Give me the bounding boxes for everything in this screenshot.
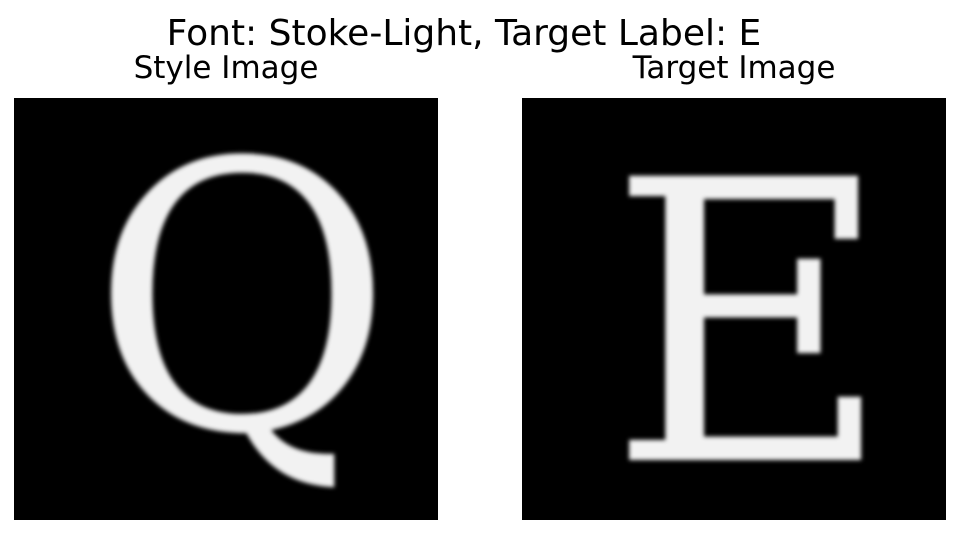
target-image-title: Target Image (632, 50, 836, 86)
figure-title: Font: Stoke-Light, Target Label: E (166, 13, 762, 54)
style-image: Q (14, 98, 438, 520)
style-image-title: Style Image (133, 50, 319, 86)
style-glyph: Q (90, 98, 393, 516)
target-image-canvas: E (608, 98, 893, 520)
style-image-canvas: Q (90, 98, 393, 516)
target-glyph: E (608, 98, 893, 520)
target-image: E (522, 98, 946, 520)
